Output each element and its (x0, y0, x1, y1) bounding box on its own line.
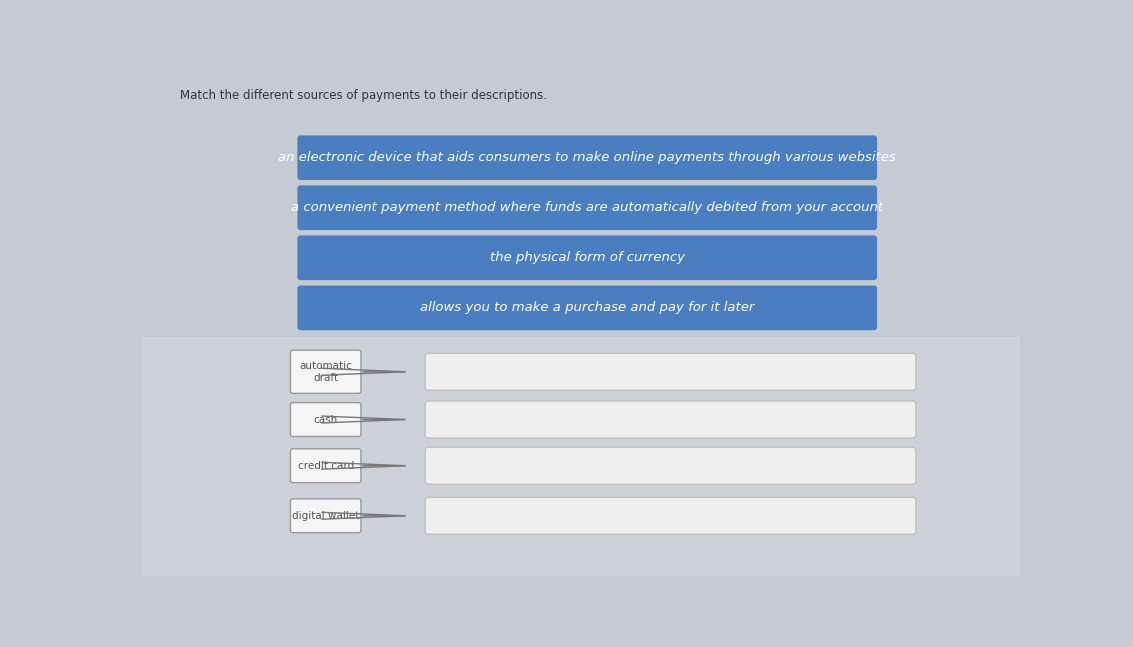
Text: the physical form of currency: the physical form of currency (489, 251, 684, 265)
FancyBboxPatch shape (290, 449, 361, 483)
Text: automatic
draft: automatic draft (299, 361, 352, 382)
FancyBboxPatch shape (290, 402, 361, 437)
Text: allows you to make a purchase and pay for it later: allows you to make a purchase and pay fo… (420, 302, 755, 314)
FancyBboxPatch shape (297, 135, 877, 180)
Text: a convenient payment method where funds are automatically debited from your acco: a convenient payment method where funds … (291, 201, 884, 214)
Text: credit card: credit card (298, 461, 353, 471)
Text: Match the different sources of payments to their descriptions.: Match the different sources of payments … (180, 89, 547, 102)
FancyBboxPatch shape (425, 401, 915, 438)
FancyBboxPatch shape (425, 353, 915, 390)
FancyBboxPatch shape (297, 285, 877, 330)
FancyBboxPatch shape (297, 236, 877, 280)
FancyBboxPatch shape (290, 350, 361, 393)
Text: cash: cash (314, 415, 338, 424)
FancyBboxPatch shape (290, 499, 361, 532)
FancyBboxPatch shape (297, 186, 877, 230)
FancyBboxPatch shape (425, 447, 915, 484)
Text: an electronic device that aids consumers to make online payments through various: an electronic device that aids consumers… (279, 151, 896, 164)
Bar (142, 337, 1020, 576)
FancyBboxPatch shape (425, 498, 915, 534)
Text: digital wallet: digital wallet (292, 510, 359, 521)
